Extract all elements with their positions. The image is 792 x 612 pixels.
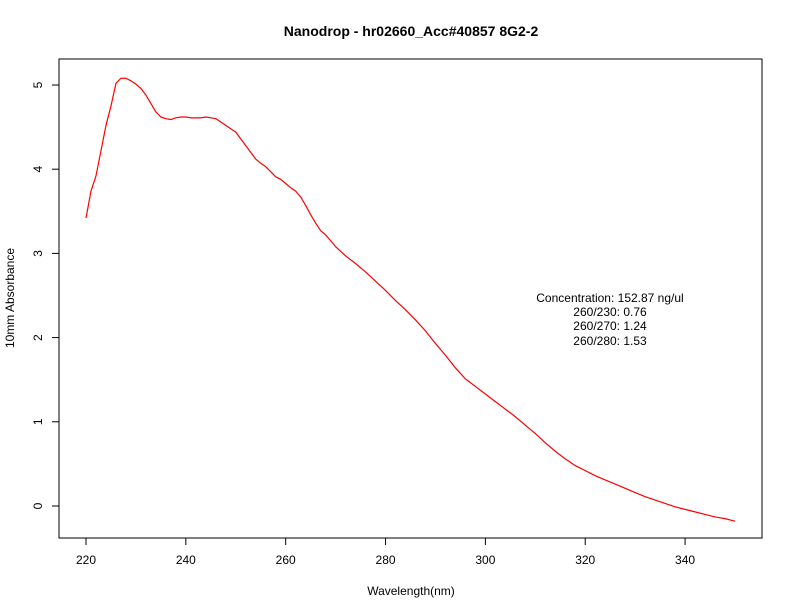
series-line — [85, 77, 736, 522]
y-tick-label: 4 — [31, 166, 45, 173]
x-tick-label: 320 — [575, 553, 595, 567]
annotation-260-280: 260/280: 1.53 — [573, 334, 647, 348]
x-tick-label: 340 — [675, 553, 695, 567]
y-axis-label: 10mm Absorbance — [3, 248, 17, 348]
x-tick-label: 240 — [176, 553, 196, 567]
annotation-concentration: Concentration: 152.87 ng/ul — [536, 291, 683, 305]
y-tick-label: 1 — [31, 418, 45, 425]
y-tick-label: 2 — [31, 334, 45, 341]
annotation-box: Concentration: 152.87 ng/ul 260/230: 0.7… — [536, 291, 683, 348]
x-tick-label: 260 — [276, 553, 296, 567]
x-axis: 220 240 260 280 300 320 340 — [76, 537, 695, 567]
x-axis-label: Wavelength(nm) — [367, 584, 455, 598]
y-tick-label: 5 — [31, 81, 45, 88]
annotation-260-230: 260/230: 0.76 — [573, 305, 647, 319]
y-tick-label: 0 — [31, 502, 45, 509]
y-axis: 0 1 2 3 4 5 — [31, 81, 60, 509]
annotation-260-270: 260/270: 1.24 — [573, 319, 647, 333]
x-tick-label: 220 — [76, 553, 96, 567]
x-tick-label: 280 — [376, 553, 396, 567]
chart-title: Nanodrop - hr02660_Acc#40857 8G2-2 — [284, 23, 539, 39]
x-tick-label: 300 — [475, 553, 495, 567]
y-tick-label: 3 — [31, 250, 45, 257]
series-layer — [85, 77, 736, 522]
